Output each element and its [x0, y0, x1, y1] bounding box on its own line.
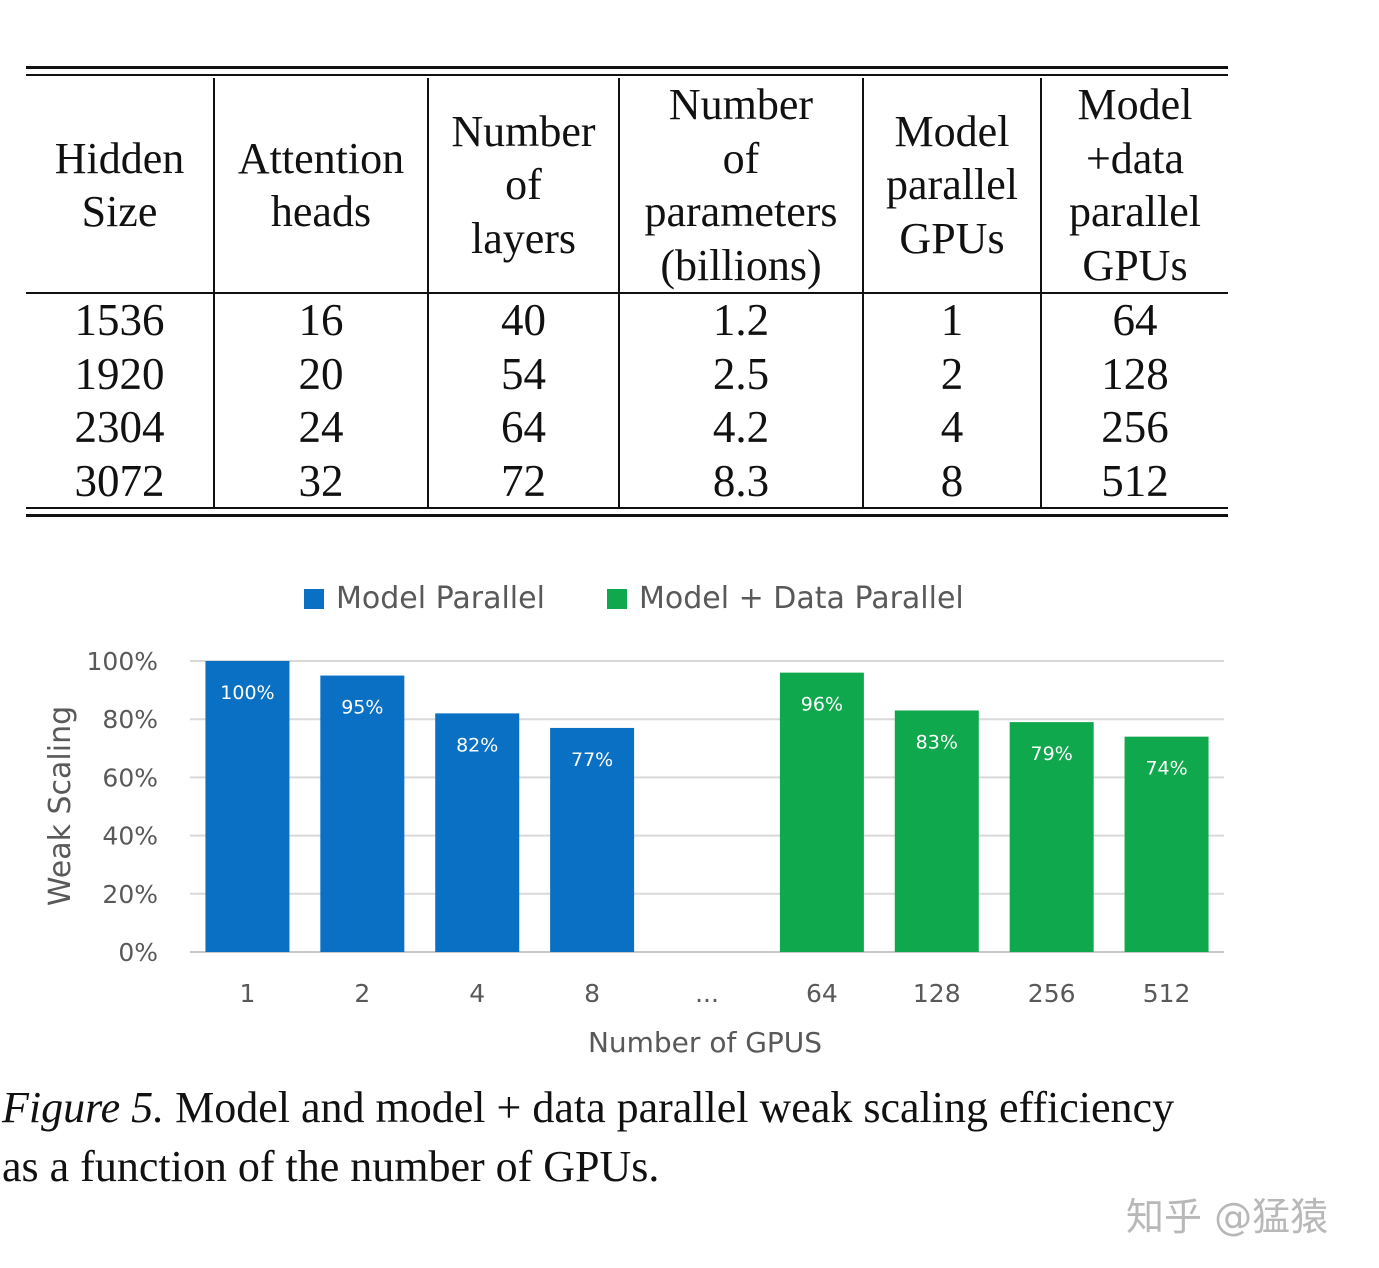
table-row: 1536 16 40 1.2 1 64	[26, 293, 1228, 348]
table-cell: 32	[213, 454, 428, 508]
bar-data-label: 74%	[1145, 758, 1187, 780]
y-tick-label: 0%	[118, 938, 158, 967]
x-tick-label: 2	[354, 979, 370, 1008]
table-cell: 3072	[74, 455, 165, 506]
table-header-row: Hidden Size Attention heads Number of layers…	[26, 78, 1228, 294]
table-cell: 128	[1040, 347, 1228, 401]
x-tick-label: 128	[913, 979, 961, 1008]
header-hidden-size: Hidden Size	[26, 78, 214, 294]
figure-label: Figure 5.	[2, 1083, 165, 1132]
watermark: 知乎 @猛猿	[1126, 1195, 1329, 1239]
legend-label: Model + Data Parallel	[639, 581, 964, 616]
y-tick-label: 100%	[87, 647, 158, 676]
table-cell: 4.2	[618, 401, 863, 455]
table-cell: 1	[862, 293, 1041, 348]
y-tick-label: 60%	[102, 763, 158, 792]
x-tick-label: 1	[239, 979, 255, 1008]
table-cell: 54	[427, 347, 619, 401]
table-row: 1920 20 54 2.5 2 128	[26, 347, 1228, 401]
x-tick-label: 4	[469, 979, 485, 1008]
weak-scaling-chart: 0% 20% 40% 60% 80% 100% 100% 1 95% 2 82% 4 77% 8... 96…	[0, 560, 1379, 1070]
table-cell: 2	[862, 347, 1041, 401]
header-attention-heads: Attention heads	[213, 78, 428, 294]
header-model-data-parallel-gpus: Model +data parallel GPUs	[1040, 78, 1228, 294]
caption-line-2: as a function of the number of GPUs.	[2, 1142, 660, 1191]
table-cell: 1920	[74, 348, 165, 399]
x-tick-label: 512	[1143, 979, 1191, 1008]
table-cell: 1536	[74, 295, 165, 345]
bar	[320, 675, 405, 952]
bar-data-label: 100%	[220, 682, 274, 704]
x-tick-label: 64	[806, 979, 838, 1008]
table-bottom-rule	[26, 514, 1228, 517]
y-tick-label: 40%	[102, 822, 158, 851]
x-tick-label: ...	[695, 979, 719, 1008]
bar-data-label: 77%	[571, 749, 613, 771]
table-cell: 20	[213, 347, 428, 401]
bar	[779, 672, 864, 952]
table-top-rule-inner	[26, 74, 1228, 76]
table-cell: 2304	[74, 402, 165, 452]
weak-scaling-chart-svg: 0% 20% 40% 60% 80% 100% 100% 1 95% 2 82% 4 77% 8 ... 96…	[43, 581, 1224, 1059]
x-tick-label: 8	[584, 979, 600, 1008]
table-cell: 4	[862, 401, 1041, 455]
table-cell: 16	[213, 293, 428, 348]
header-number-of-parameters: Number of parameters (billions)	[618, 78, 863, 294]
table-cell: 2.5	[618, 347, 863, 401]
legend-label: Model Parallel	[336, 581, 545, 616]
bar-data-label: 96%	[801, 694, 843, 716]
bar	[894, 710, 979, 952]
table-cell: 8	[862, 454, 1041, 508]
table-cell: 64	[1040, 293, 1228, 348]
bar	[435, 713, 520, 952]
y-tick-label: 20%	[102, 880, 158, 909]
y-tick-label: 80%	[102, 705, 158, 734]
table-row: 2304 24 64 4.2 4 256	[26, 401, 1228, 455]
table-row: 3072 32 72 8.3 8 512	[26, 454, 1228, 508]
bar-data-label: 79%	[1031, 743, 1073, 765]
table-cell: 72	[427, 454, 619, 508]
table-cell: 8.3	[618, 454, 863, 508]
x-tick-label: 256	[1028, 979, 1076, 1008]
bar	[550, 727, 635, 952]
bar-data-label: 83%	[916, 731, 958, 753]
table-cell: 1.2	[618, 293, 863, 348]
table-cell: 24	[213, 401, 428, 455]
figure-caption: Figure 5. Model and model + data paralle…	[2, 1078, 1302, 1196]
table-cell: 256	[1040, 401, 1228, 455]
bar	[205, 661, 290, 952]
legend-swatch	[607, 589, 627, 609]
bar-data-label: 82%	[456, 734, 498, 756]
model-config-table: Hidden Size Attention heads Number of layers…	[26, 78, 1228, 508]
y-axis-title: Weak Scaling	[43, 706, 78, 906]
table-cell: 64	[427, 401, 619, 455]
header-model-parallel-gpus: Model parallel GPUs	[862, 78, 1041, 294]
table-cell: 40	[427, 293, 619, 348]
x-axis-title: Number of GPUS	[588, 1026, 822, 1059]
table-top-rule	[26, 66, 1228, 69]
bar-data-label: 95%	[341, 697, 383, 719]
header-number-of-layers: Number of layers	[427, 78, 619, 294]
table-cell: 512	[1040, 454, 1228, 508]
caption-line-1: Model and model + data parallel weak sca…	[175, 1083, 1175, 1132]
legend-swatch	[304, 589, 324, 609]
bar	[1124, 736, 1209, 952]
bar	[1009, 722, 1094, 952]
table-bottom-rule-inner	[26, 507, 1228, 509]
